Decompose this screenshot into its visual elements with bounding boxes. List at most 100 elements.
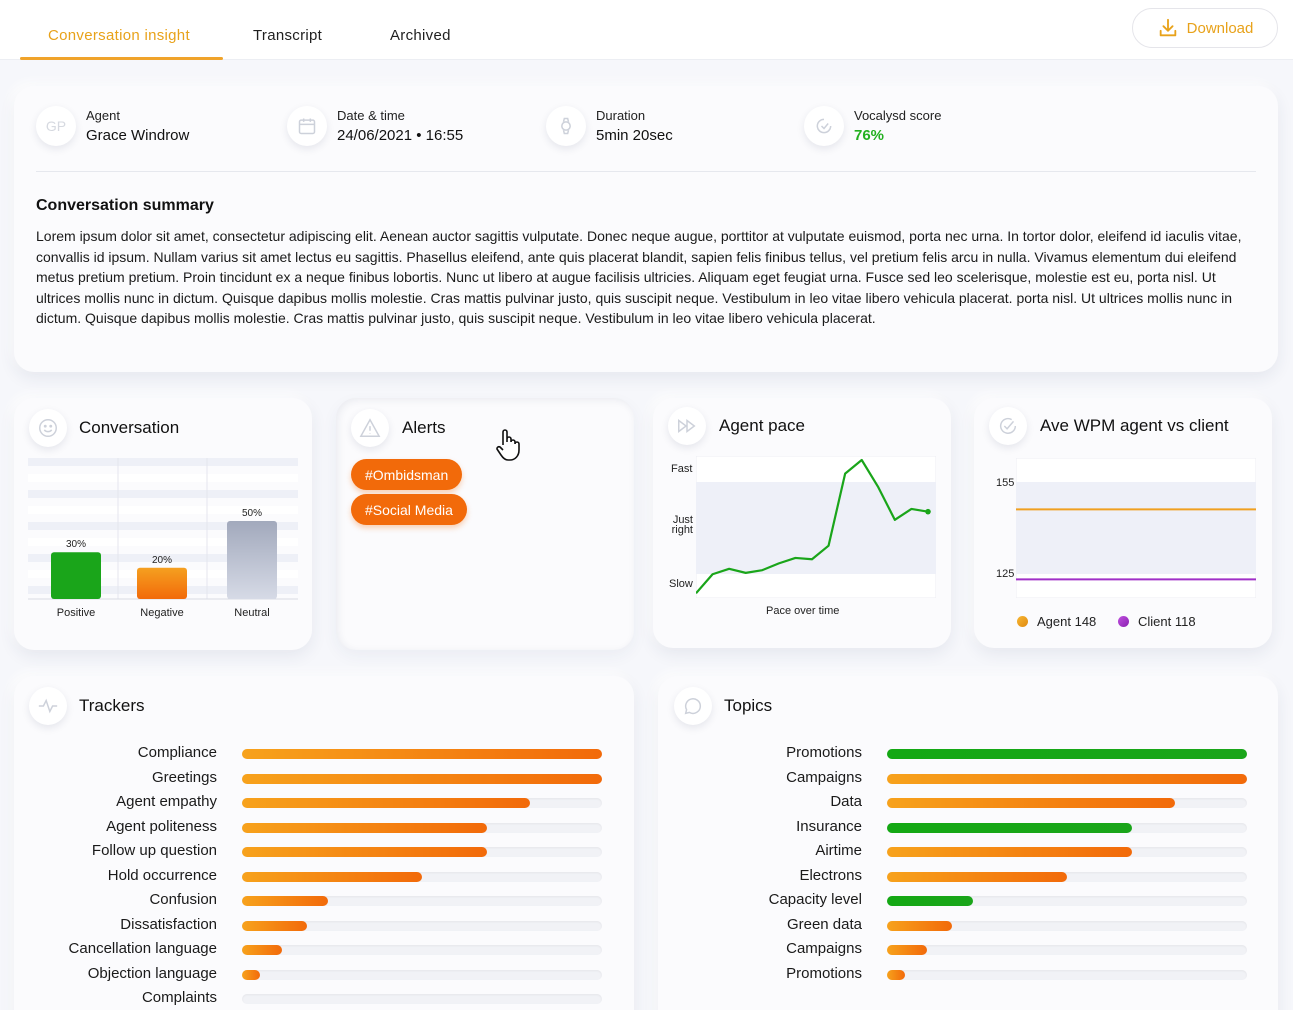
tracker-label: Agent politeness [106, 817, 217, 835]
topic-track [887, 749, 1247, 759]
topic-track [887, 945, 1247, 955]
agent-legend-dot [1017, 616, 1028, 627]
pace-xlabel: Pace over time [766, 605, 840, 617]
agent-name: Grace Windrow [86, 127, 190, 144]
download-label: Download [1186, 19, 1254, 37]
grid-stripe [28, 506, 298, 514]
duration-value: 5min 20sec [596, 127, 673, 144]
tracker-label: Objection language [87, 964, 217, 982]
topics-title: Topics [724, 696, 773, 715]
tracker-track [242, 896, 602, 906]
agent-initials: GP [45, 118, 67, 134]
watch-icon [546, 106, 586, 146]
tracker-fill [242, 773, 602, 784]
topic-label: Capacity level [768, 891, 862, 908]
tracker-fill [242, 969, 260, 980]
tracker-track [242, 847, 602, 857]
bar-positive [51, 552, 101, 599]
tracker-track [242, 969, 602, 980]
just-right-band [696, 482, 936, 574]
alert-tag-social-media[interactable]: #Social Media [351, 494, 467, 525]
tracker-fill [242, 945, 282, 955]
pace-line [696, 458, 929, 595]
pace-tick-fast: Fast [671, 463, 693, 475]
meta-divider [36, 171, 1256, 172]
fast-forward-icon [668, 407, 706, 445]
agent-legend-label: Agent 148 [1037, 614, 1097, 629]
wpm-chart [1016, 458, 1256, 598]
topic-track [887, 822, 1247, 833]
tracker-fill [242, 920, 307, 931]
grid-stripe [28, 474, 298, 482]
client-legend-dot [1118, 616, 1129, 627]
tracker-fill [242, 798, 530, 808]
tracker-label: Complaints [141, 989, 217, 1006]
category-label: Neutral [234, 607, 269, 619]
tab-archived[interactable]: Archived [390, 27, 451, 44]
topic-track [887, 871, 1247, 882]
topic-track [887, 773, 1247, 784]
tracker-track [242, 871, 602, 882]
grid-stripe [28, 522, 298, 530]
tracker-label: Hold occurrence [107, 866, 217, 884]
summary-text: Lorem ipsum dolor sit amet, consectetur … [36, 228, 1242, 326]
grid-stripe [28, 490, 298, 498]
grid-stripe [28, 554, 298, 562]
tracker-track [242, 945, 602, 955]
topic-track [887, 920, 1247, 931]
topic-track [887, 896, 1247, 906]
topic-label: Data [830, 793, 862, 810]
agent-pace-title: Agent pace [719, 416, 806, 435]
grid-stripe [28, 458, 298, 466]
tracker-label: Follow up question [91, 842, 217, 859]
topic-fill [887, 969, 905, 980]
tracker-fill [242, 749, 602, 759]
check-circle-icon [989, 407, 1027, 445]
topic-label: Promotions [786, 744, 862, 761]
tracker-track [242, 798, 602, 808]
topic-label: Insurance [796, 817, 862, 835]
gauge-icon [804, 106, 844, 146]
smile-icon [29, 409, 67, 447]
tracker-track [242, 749, 602, 759]
plot-band [1016, 482, 1256, 574]
tab-transcript[interactable]: Transcript [253, 27, 323, 44]
tab-conversation-insight[interactable]: Conversation insight [48, 27, 190, 44]
tracker-label: Cancellation language [68, 940, 217, 957]
pace-end-point [925, 508, 931, 515]
topic-label: Green data [786, 915, 862, 933]
topic-label: Electrons [799, 866, 862, 884]
topic-fill [887, 822, 1132, 833]
topic-label: Airtime [815, 842, 862, 859]
tracker-track [242, 994, 602, 1004]
topic-fill [887, 920, 952, 931]
agent-avatar: GP [36, 106, 76, 146]
meta-datetime: Date & time 24/06/2021 • 16:55 [287, 106, 463, 146]
pulse-icon [29, 687, 67, 725]
conversation-title: Conversation [79, 418, 180, 437]
client-legend-label: Client 118 [1138, 614, 1196, 629]
alerts-title: Alerts [402, 418, 446, 437]
wpm-tick-155: 155 [996, 477, 1015, 489]
meta-duration: Duration 5min 20sec [546, 106, 673, 146]
warning-icon [351, 409, 389, 447]
wpm-title: Ave WPM agent vs client [1040, 416, 1229, 435]
topic-label: Promotions [786, 964, 862, 982]
wpm-tick-125: 125 [996, 568, 1015, 580]
tracker-label: Greetings [151, 768, 217, 786]
bar-neutral [227, 521, 277, 599]
topic-fill [887, 773, 1247, 784]
meta-agent: GP Agent Grace Windrow [36, 106, 189, 146]
conversation-chart: 30% Positive 20% Negative 50% Neutral [28, 458, 298, 619]
tracker-label: Compliance [137, 744, 217, 761]
alert-tag-ombidsman[interactable]: #Ombidsman [351, 459, 463, 490]
grid-stripe [28, 538, 298, 546]
tracker-fill [242, 896, 329, 906]
tracker-track [242, 920, 602, 931]
top-bar: Conversation insight Transcript Archived… [0, 0, 1293, 60]
download-button[interactable]: Download [1132, 8, 1278, 48]
bar-negative [137, 567, 187, 599]
topic-label: Campaigns [786, 940, 862, 957]
duration-label: Duration [596, 108, 646, 123]
bar-value-label: 50% [242, 508, 262, 519]
